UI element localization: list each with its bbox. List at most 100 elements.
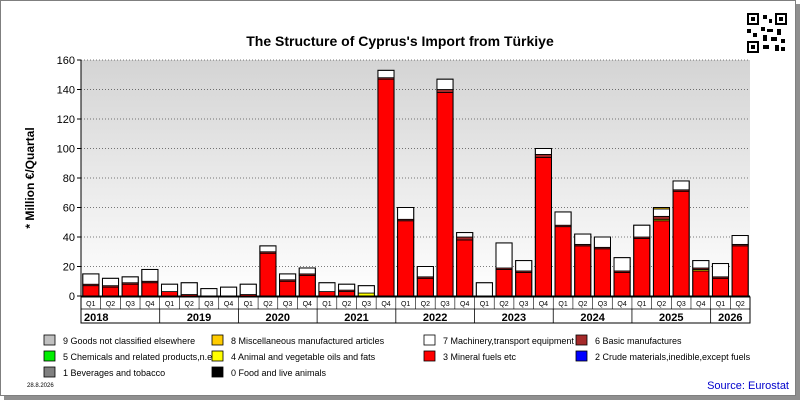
bar-segment	[731, 235, 749, 245]
bar-segment	[652, 215, 670, 220]
year-label: 2021	[344, 312, 368, 324]
bar-segment	[200, 288, 218, 297]
quarter-label: Q4	[617, 301, 626, 308]
quarter-label: Q2	[578, 301, 587, 308]
bar-segment	[416, 277, 434, 297]
quarter-label: Q2	[499, 301, 508, 308]
bar-segment	[534, 156, 552, 297]
quarter-label: Q4	[224, 301, 233, 308]
bar-segment	[672, 180, 690, 191]
year-label: 2023	[502, 312, 526, 324]
bar-segment	[338, 291, 356, 297]
bar-segment	[259, 252, 277, 297]
bar-segment	[239, 283, 257, 295]
bar-segment	[593, 248, 611, 297]
bar-segment	[515, 260, 533, 272]
y-tick-label: 40	[63, 232, 75, 244]
bar-segment	[692, 260, 710, 269]
quarter-label: Q4	[460, 301, 469, 308]
quarter-label: Q4	[539, 301, 548, 308]
year-label: 2020	[266, 312, 290, 324]
quarter-label: Q2	[263, 301, 272, 308]
legend-label: 0 Food and live animals	[231, 368, 327, 378]
bar-segment	[495, 269, 513, 297]
y-axis-ticks: 0 20 40 60 80 100 120 140 160	[57, 55, 81, 303]
bar-segment	[475, 282, 493, 297]
legend-label: 2 Crude materials,inedible,except fuels	[595, 352, 751, 362]
bar-segment	[298, 274, 316, 297]
bar-segment	[456, 232, 474, 238]
source-label: Source: Eurostat	[707, 380, 789, 392]
legend-label: 3 Mineral fuels etc	[443, 352, 517, 362]
quarter-label: Q2	[421, 301, 430, 308]
quarter-label: Q3	[126, 301, 135, 308]
bar-segment	[456, 236, 474, 241]
legend-label: 5 Chemicals and related products,n.e.s.	[63, 352, 222, 362]
bar-segment	[82, 285, 100, 297]
quarter-label: Q1	[322, 301, 331, 308]
y-tick-label: 140	[57, 85, 75, 97]
quarter-label: Q4	[145, 301, 154, 308]
quarter-label: Q2	[657, 301, 666, 308]
y-tick-label: 20	[63, 262, 75, 274]
bar-segment	[338, 283, 356, 291]
quarter-label: Q1	[401, 301, 410, 308]
bar-segment	[121, 276, 139, 284]
x-axis-band-border	[80, 296, 751, 324]
bar-segment	[102, 286, 119, 297]
quarter-label: Q4	[381, 301, 390, 308]
bar-segment	[279, 273, 297, 281]
bar-segment	[220, 286, 238, 297]
legend-swatch	[43, 350, 56, 362]
y-tick-label: 0	[69, 291, 75, 303]
year-label: 2018	[84, 312, 108, 324]
legend-label: 4 Animal and vegetable oils and fats	[231, 352, 376, 362]
quarter-label: Q4	[696, 301, 705, 308]
quarter-label: Q3	[676, 301, 685, 308]
legend-swatch	[423, 334, 436, 346]
quarter-label: Q2	[106, 301, 115, 308]
quarter-label: Q2	[735, 301, 744, 308]
quarter-label: Q4	[303, 301, 312, 308]
grid	[81, 59, 750, 267]
bar-segment	[554, 211, 572, 226]
bar-segment	[692, 270, 710, 297]
legend-label: 1 Beverages and tobacco	[63, 368, 165, 378]
bar-segment	[495, 242, 513, 269]
bar-segment	[652, 220, 670, 297]
quarter-label: Q2	[342, 301, 351, 308]
bar-segment	[259, 245, 277, 253]
chart-title: The Structure of Cyprus's Import from Tü…	[246, 33, 554, 49]
quarter-label: Q3	[283, 301, 292, 308]
legend-swatch	[43, 334, 56, 346]
bar-segment	[672, 190, 690, 297]
bar-segment	[534, 148, 552, 155]
quarter-label: Q1	[165, 301, 174, 308]
bar-segment	[436, 92, 454, 297]
legend-swatch	[575, 334, 588, 346]
bar-segment	[141, 269, 159, 282]
bar-segment	[652, 208, 670, 217]
bar-segment	[613, 257, 631, 272]
qr-code-icon	[747, 13, 787, 53]
year-label: 2022	[423, 312, 447, 324]
legend-swatch	[211, 366, 224, 378]
legend-swatch	[43, 366, 56, 378]
bar-segment	[82, 273, 100, 285]
y-axis-label: * Million €/Quartal	[23, 127, 37, 228]
quarter-label: Q3	[440, 301, 449, 308]
legend-label: 7 Machinery,transport equipment	[443, 336, 574, 346]
bar-segment	[141, 282, 159, 297]
bar-segment	[593, 236, 611, 248]
legend: 9 Goods not classified elsewhere 8 Miscel…	[43, 334, 751, 378]
bar-segment	[633, 224, 651, 238]
bar-segment	[436, 89, 454, 93]
quarter-label: Q1	[558, 301, 567, 308]
quarter-label: Q1	[480, 301, 489, 308]
quarter-label: Q1	[244, 301, 253, 308]
bar-segment	[436, 78, 454, 90]
bar-segment	[102, 277, 119, 287]
bar-segment	[298, 267, 316, 275]
quarter-label: Q3	[204, 301, 213, 308]
